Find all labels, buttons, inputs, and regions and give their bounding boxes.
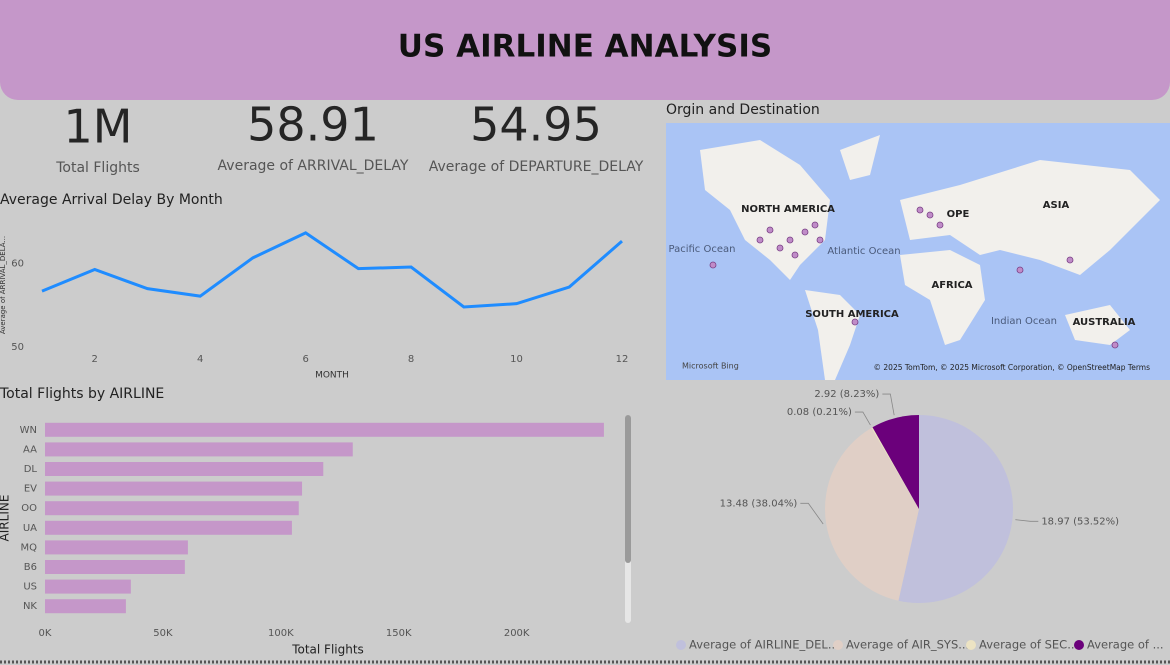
legend-swatch bbox=[1074, 640, 1084, 650]
leader-line bbox=[1015, 519, 1039, 522]
leader-line bbox=[882, 393, 895, 416]
leader-line bbox=[854, 411, 871, 426]
y-tick-label: AA bbox=[23, 444, 37, 455]
data-label: 2.92 (8.23%) bbox=[814, 389, 879, 400]
x-tick-label: 8 bbox=[408, 354, 414, 365]
data-label: 0.08 (0.21%) bbox=[787, 407, 852, 418]
map-label: OPE bbox=[947, 209, 970, 220]
kpi-label: Average of ARRIVAL_DELAY bbox=[218, 158, 409, 174]
legend-label: Average of ... bbox=[1087, 638, 1164, 652]
ocean-label: Atlantic Ocean bbox=[827, 246, 900, 257]
x-axis-label: Total Flights bbox=[291, 643, 364, 657]
data-label: 18.97 (53.52%) bbox=[1041, 516, 1119, 527]
y-tick-label: EV bbox=[24, 484, 37, 495]
x-tick-label: 50K bbox=[153, 628, 173, 639]
y-tick-label: WN bbox=[20, 425, 37, 436]
ocean-label: Pacific Ocean bbox=[669, 244, 736, 255]
bar bbox=[45, 501, 299, 516]
bar bbox=[45, 520, 292, 535]
y-tick-label: NK bbox=[23, 601, 37, 612]
map-label: ASIA bbox=[1043, 200, 1070, 211]
x-tick-label: 4 bbox=[197, 354, 203, 365]
legend-swatch bbox=[676, 640, 686, 650]
pie-slice bbox=[871, 427, 919, 509]
bar bbox=[45, 462, 324, 476]
scrollbar-thumb bbox=[625, 415, 631, 563]
pie-slice bbox=[825, 427, 919, 601]
map-label: AUSTRALIA bbox=[1073, 317, 1136, 328]
map-credits: © 2025 TomTom, © 2025 Microsoft Corporat… bbox=[874, 363, 1151, 372]
airport-dots bbox=[709, 206, 1119, 349]
leader-line bbox=[800, 502, 824, 525]
x-tick-label: 200K bbox=[504, 628, 530, 639]
dashboard-title: US AIRLINE ANALYSIS bbox=[398, 29, 772, 65]
x-tick-label: 100K bbox=[268, 628, 294, 639]
y-tick-label: OO bbox=[21, 503, 37, 514]
land bbox=[1065, 305, 1130, 345]
land bbox=[805, 290, 860, 380]
y-tick-label: 60 bbox=[11, 259, 24, 270]
y-tick-label: MQ bbox=[21, 542, 38, 553]
ocean-label: Indian Ocean bbox=[991, 316, 1057, 327]
y-tick-label: 50 bbox=[11, 342, 24, 353]
x-tick-label: 150K bbox=[386, 628, 412, 639]
x-tick-label: 12 bbox=[616, 354, 629, 365]
land bbox=[900, 160, 1160, 275]
land bbox=[900, 250, 985, 345]
bar bbox=[45, 599, 126, 614]
data-label: 13.48 (38.04%) bbox=[720, 498, 798, 509]
y-axis-label: AIRLINE bbox=[0, 495, 12, 542]
x-tick-label: 2 bbox=[92, 354, 98, 365]
pie-slice bbox=[898, 415, 1014, 603]
x-axis-label: MONTH bbox=[315, 371, 349, 381]
bar bbox=[45, 442, 353, 457]
map-title: Orgin and Destination bbox=[666, 102, 820, 118]
y-tick-label: UA bbox=[23, 523, 37, 534]
chart-title: Total Flights by AIRLINE bbox=[0, 386, 164, 402]
bar bbox=[45, 579, 131, 594]
bar bbox=[45, 560, 185, 574]
legend-label: Average of AIRLINE_DEL... bbox=[689, 638, 839, 652]
y-tick-label: DL bbox=[24, 464, 38, 475]
kpi-label: Total Flights bbox=[55, 160, 140, 176]
x-tick-label: 10 bbox=[510, 354, 523, 365]
legend-label: Average of SEC... bbox=[979, 638, 1078, 652]
x-tick-label: 0K bbox=[39, 628, 52, 639]
line-series bbox=[41, 231, 623, 309]
bar bbox=[45, 481, 303, 496]
legend-swatch bbox=[833, 640, 843, 650]
map-label: AFRICA bbox=[931, 280, 972, 291]
land bbox=[700, 140, 830, 280]
header-band bbox=[0, 0, 1170, 100]
legend-swatch bbox=[966, 640, 976, 650]
map-label: NORTH AMERICA bbox=[741, 204, 835, 215]
pie-slice bbox=[872, 415, 919, 509]
chart-title: Average Arrival Delay By Month bbox=[0, 192, 223, 208]
legend-label: Average of AIR_SYS... bbox=[846, 638, 969, 652]
y-tick-label: US bbox=[23, 582, 37, 593]
bar bbox=[45, 540, 188, 555]
map bbox=[666, 123, 1170, 380]
map-label: SOUTH AMERICA bbox=[805, 309, 899, 320]
y-axis-label: Average of ARRIVAL_DELA... bbox=[0, 236, 7, 334]
bar bbox=[45, 422, 604, 437]
x-tick-label: 6 bbox=[302, 354, 308, 365]
land bbox=[840, 135, 880, 180]
kpi-value: 54.95 bbox=[470, 98, 602, 152]
kpi-value: 1M bbox=[64, 100, 133, 154]
kpi-label: Average of DEPARTURE_DELAY bbox=[429, 159, 644, 175]
kpi-value: 58.91 bbox=[247, 98, 379, 152]
y-tick-label: B6 bbox=[24, 562, 37, 573]
map-brand: Microsoft Bing bbox=[682, 362, 739, 371]
